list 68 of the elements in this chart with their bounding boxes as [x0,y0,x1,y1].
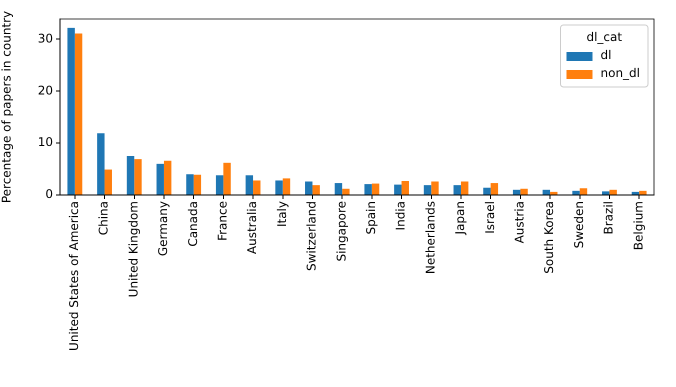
x-tick-label: South Korea [542,201,556,274]
bar [334,183,342,194]
bar [134,159,142,194]
bar [424,185,432,194]
x-tick-label: China [96,201,111,236]
bar [312,185,320,194]
bar [156,164,164,194]
y-tick-label: 30 [38,31,53,46]
x-tick-label: Singapore [334,201,348,262]
bar [520,188,528,194]
x-tick-label: India [394,201,408,230]
bar [164,160,172,194]
bar [602,191,610,194]
x-tick-label: Australia [245,201,260,254]
legend-label: non_dl [600,66,640,80]
bar [580,188,588,194]
x-tick-label: Canada [186,201,200,247]
legend-title: dl_cat [586,30,622,44]
bar [282,178,290,194]
bar [246,175,254,194]
bar [372,184,380,194]
bar [512,190,520,194]
x-tick-label: Germany [156,201,170,256]
bar [632,192,640,194]
x-tick-label: Austria [512,201,526,244]
bar [253,180,260,194]
legend-label: dl [600,48,612,62]
bar [305,182,312,194]
bar [342,188,350,194]
bar [483,188,491,194]
y-tick-label: 10 [38,135,53,150]
bar [74,34,82,194]
x-tick-label: France [215,201,230,241]
x-tick-label: Netherlands [423,201,438,274]
y-axis-title: Percentage of papers in country [0,10,14,204]
y-tick-label: 0 [45,187,53,202]
bar [639,190,647,194]
bar [223,162,231,194]
x-tick-label: Spain [364,201,378,235]
x-tick-label: Belgium [631,201,646,250]
bar [126,156,134,194]
x-tick-label: Switzerland [304,201,319,271]
x-tick-label: Japan [453,201,468,236]
bar [550,192,558,194]
x-tick-label: Brazil [602,201,616,234]
bar [454,185,461,194]
bar [490,183,498,194]
bar [97,133,105,194]
x-tick-label: United States of America [66,201,81,351]
bar [431,182,439,194]
bar [394,184,402,194]
bar [275,180,283,194]
bar [194,174,202,194]
x-tick-label: Israel [482,201,497,234]
x-tick-label: United Kingdom [126,201,140,298]
bar [402,180,409,194]
bar [609,190,617,194]
bar [216,175,224,194]
x-tick-label: Sweden [572,201,586,248]
bar [572,190,580,194]
y-tick-label: 20 [38,83,53,98]
x-tick-label: Italy [274,201,289,228]
bar [460,182,468,194]
bar [364,184,372,194]
bar [186,174,194,194]
bar [67,28,75,194]
bar [104,170,112,194]
bar [542,190,550,194]
